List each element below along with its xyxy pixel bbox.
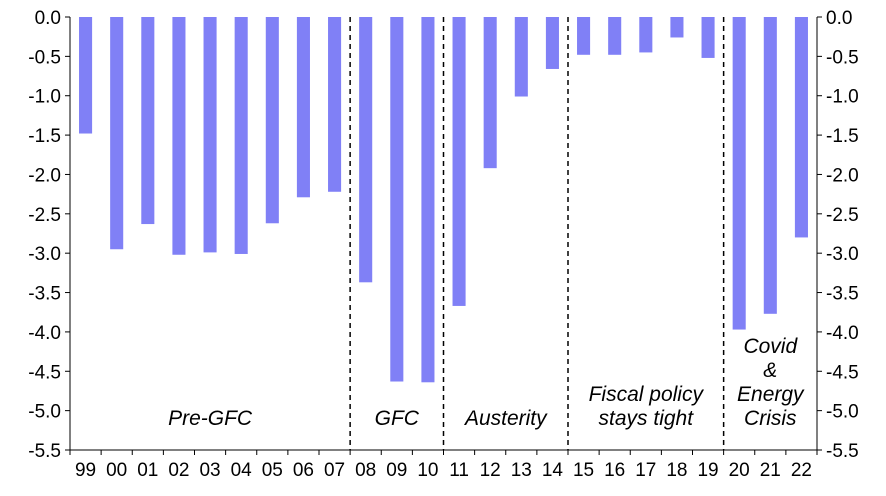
x-tick-label: 08	[355, 460, 376, 481]
bar-10	[421, 17, 435, 383]
bar-07	[328, 17, 342, 192]
period-label-line: Energy	[737, 383, 805, 406]
x-tick-label: 18	[666, 460, 687, 481]
axes: 0.0 0.0 -0.5 -0.5 -1.0 -1.0 -1.5 -1.5 -2.0 -2.0 -2…	[28, 8, 859, 481]
y-tick-label-left: -4.0	[28, 323, 61, 344]
bar-20	[732, 17, 746, 330]
bar-16	[608, 17, 622, 55]
x-tick-label: 12	[480, 460, 501, 481]
x-tick-label: 22	[791, 460, 812, 481]
period-label-line: Covid	[743, 335, 798, 358]
bar-08	[359, 17, 373, 283]
y-tick-label-left: -3.5	[28, 284, 61, 305]
period-dividers	[349, 17, 725, 450]
x-tick-label: 21	[760, 460, 781, 481]
x-tick-label: 04	[231, 460, 253, 481]
x-tick-label: 20	[729, 460, 750, 481]
bar-05	[265, 17, 279, 224]
y-tick-label-right: -2.5	[826, 205, 859, 226]
period-label-line: Austerity	[463, 407, 548, 430]
y-tick-label-right: -1.5	[826, 126, 859, 147]
x-tick-label: 10	[417, 460, 438, 481]
y-tick-label-right: -3.5	[826, 284, 859, 305]
x-tick-label: 11	[449, 460, 469, 481]
x-tick-label: 01	[137, 460, 158, 481]
bar-12	[483, 17, 497, 169]
y-tick-label-left: -5.5	[28, 441, 61, 462]
bar-13	[514, 17, 528, 97]
y-tick-label-right: -0.5	[826, 47, 859, 68]
x-tick-label: 07	[324, 460, 345, 481]
bar-09	[390, 17, 404, 382]
period-label-line: Pre-GFC	[168, 407, 253, 430]
y-tick-label-right: -5.5	[826, 441, 859, 462]
bar-19	[701, 17, 715, 58]
y-tick-label-left: -5.0	[28, 402, 61, 423]
x-tick-label: 05	[262, 460, 283, 481]
x-tick-label: 00	[106, 460, 127, 481]
period-label-line: Crisis	[744, 407, 797, 430]
period-label-line: GFC	[375, 407, 420, 430]
period-label-line: stays tight	[599, 407, 695, 430]
x-tick-label: 14	[542, 460, 564, 481]
x-tick-label: 99	[75, 460, 96, 481]
x-tick-label: 15	[573, 460, 594, 481]
y-tick-label-right: -4.5	[826, 362, 859, 383]
period-label-line: &	[763, 359, 777, 382]
y-tick-label-right: -1.0	[826, 87, 859, 108]
bar-18	[670, 17, 684, 38]
y-tick-label-left: -0.5	[28, 47, 61, 68]
y-tick-label-right: -5.0	[826, 402, 859, 423]
bar-03	[203, 17, 217, 253]
bar-22	[794, 17, 808, 238]
y-tick-label-left: -2.0	[28, 165, 61, 186]
x-tick-label: 03	[199, 460, 220, 481]
bar-01	[141, 17, 155, 225]
period-label-line: Fiscal policy	[589, 383, 705, 406]
y-tick-label-left: -3.0	[28, 244, 61, 265]
y-tick-label-left: -2.5	[28, 205, 61, 226]
x-tick-label: 16	[604, 460, 625, 481]
bar-series	[79, 17, 808, 383]
bar-21	[763, 17, 777, 314]
bar-04	[234, 17, 248, 254]
bar-06	[296, 17, 310, 198]
y-tick-label-right: -2.0	[826, 165, 859, 186]
x-tick-label: 09	[386, 460, 407, 481]
bar-11	[452, 17, 466, 306]
x-tick-label: 02	[168, 460, 189, 481]
y-tick-label-left: -1.0	[28, 87, 61, 108]
bar-02	[172, 17, 186, 255]
bar-15	[577, 17, 591, 55]
y-tick-label-left: -1.5	[28, 126, 61, 147]
y-tick-label-right: 0.0	[826, 8, 852, 29]
x-tick-label: 13	[511, 460, 532, 481]
x-tick-label: 17	[635, 460, 656, 481]
y-tick-label-right: -4.0	[826, 323, 859, 344]
x-tick-label: 19	[697, 460, 718, 481]
x-tick-label: 06	[293, 460, 314, 481]
bar-00	[110, 17, 124, 250]
y-tick-label-left: -4.5	[28, 362, 61, 383]
y-tick-label-left: 0.0	[35, 8, 61, 29]
bar-99	[79, 17, 93, 134]
y-tick-label-right: -3.0	[826, 244, 859, 265]
bar-14	[545, 17, 559, 69]
bar-17	[639, 17, 653, 53]
